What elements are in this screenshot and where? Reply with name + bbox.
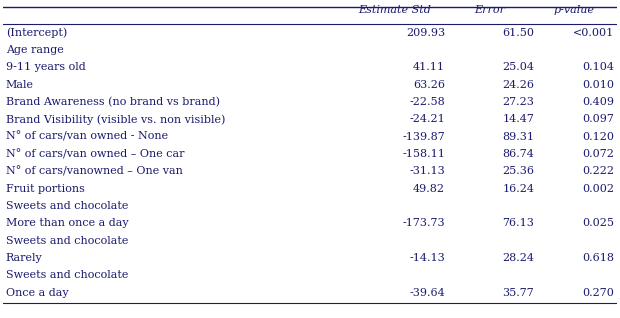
Text: Estimate Std: Estimate Std — [358, 5, 431, 16]
Text: 0.222: 0.222 — [582, 166, 614, 176]
Text: 25.04: 25.04 — [502, 62, 534, 72]
Text: 27.23: 27.23 — [502, 97, 534, 107]
Text: p-value: p-value — [554, 5, 595, 16]
Text: -173.73: -173.73 — [402, 218, 445, 228]
Text: Sweets and chocolate: Sweets and chocolate — [6, 201, 128, 211]
Text: 0.097: 0.097 — [582, 114, 614, 124]
Text: Male: Male — [6, 80, 34, 90]
Text: Sweets and chocolate: Sweets and chocolate — [6, 236, 128, 246]
Text: More than once a day: More than once a day — [6, 218, 128, 228]
Text: N° of cars/vanowned – One van: N° of cars/vanowned – One van — [6, 166, 183, 176]
Text: 209.93: 209.93 — [406, 28, 445, 38]
Text: 41.11: 41.11 — [413, 62, 445, 72]
Text: N° of cars/van owned - None: N° of cars/van owned - None — [6, 131, 168, 142]
Text: 0.025: 0.025 — [582, 218, 614, 228]
Text: 0.002: 0.002 — [582, 184, 614, 194]
Text: Brand Visibility (visible vs. non visible): Brand Visibility (visible vs. non visibl… — [6, 114, 225, 125]
Text: Rarely: Rarely — [6, 253, 43, 263]
Text: 14.47: 14.47 — [502, 114, 534, 124]
Text: 35.77: 35.77 — [503, 288, 534, 298]
Text: -139.87: -139.87 — [402, 132, 445, 142]
Text: 24.26: 24.26 — [502, 80, 534, 90]
Text: 63.26: 63.26 — [413, 80, 445, 90]
Text: 0.120: 0.120 — [582, 132, 614, 142]
Text: 25.36: 25.36 — [502, 166, 534, 176]
Text: -14.13: -14.13 — [409, 253, 445, 263]
Text: 86.74: 86.74 — [502, 149, 534, 159]
Text: 0.618: 0.618 — [582, 253, 614, 263]
Text: -39.64: -39.64 — [409, 288, 445, 298]
Text: <0.001: <0.001 — [573, 28, 614, 38]
Text: 28.24: 28.24 — [502, 253, 534, 263]
Text: -22.58: -22.58 — [409, 97, 445, 107]
Text: -158.11: -158.11 — [402, 149, 445, 159]
Text: 0.072: 0.072 — [582, 149, 614, 159]
Text: Brand Awareness (no brand vs brand): Brand Awareness (no brand vs brand) — [6, 97, 220, 107]
Text: Age range: Age range — [6, 45, 64, 55]
Text: 49.82: 49.82 — [413, 184, 445, 194]
Text: 89.31: 89.31 — [502, 132, 534, 142]
Text: 9-11 years old: 9-11 years old — [6, 62, 86, 72]
Text: Fruit portions: Fruit portions — [6, 184, 85, 194]
Text: 16.24: 16.24 — [502, 184, 534, 194]
Text: 61.50: 61.50 — [502, 28, 534, 38]
Text: -24.21: -24.21 — [409, 114, 445, 124]
Text: Sweets and chocolate: Sweets and chocolate — [6, 270, 128, 280]
Text: 76.13: 76.13 — [502, 218, 534, 228]
Text: 0.010: 0.010 — [582, 80, 614, 90]
Text: -31.13: -31.13 — [409, 166, 445, 176]
Text: 0.409: 0.409 — [582, 97, 614, 107]
Text: (Intercept): (Intercept) — [6, 27, 67, 38]
Text: Error: Error — [474, 5, 505, 16]
Text: 0.104: 0.104 — [582, 62, 614, 72]
Text: 0.270: 0.270 — [582, 288, 614, 298]
Text: N° of cars/van owned – One car: N° of cars/van owned – One car — [6, 149, 184, 159]
Text: Once a day: Once a day — [6, 288, 68, 298]
